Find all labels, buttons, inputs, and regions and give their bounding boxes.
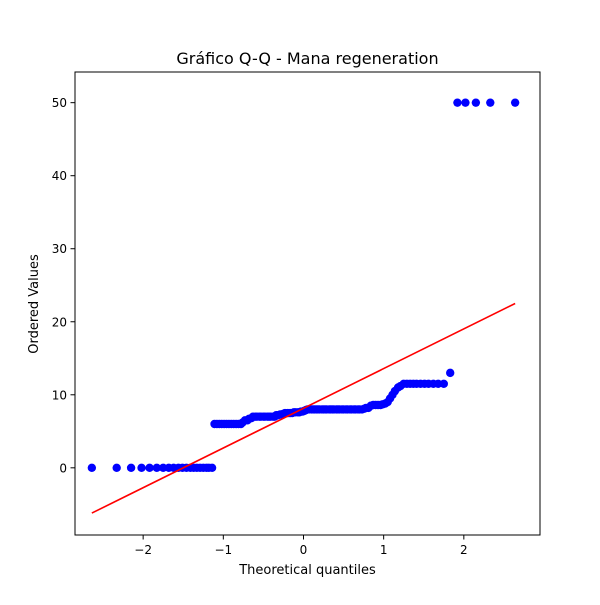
data-point [87, 463, 97, 473]
y-tick-label: 10 [52, 388, 67, 402]
x-tick-label: 0 [300, 543, 308, 557]
x-tick-label: 2 [460, 543, 468, 557]
data-point [510, 98, 520, 107]
data-point [453, 98, 462, 107]
data-point [126, 463, 136, 473]
data-point [152, 463, 161, 473]
plot-area [87, 98, 520, 514]
data-point [446, 368, 455, 378]
y-tick-label: 50 [52, 96, 67, 110]
y-tick-label: 40 [52, 169, 67, 183]
x-axis-ticks: −2 −1 0 1 2 [134, 535, 468, 557]
x-tick-label: −2 [134, 543, 152, 557]
data-point [461, 98, 470, 107]
data-point [486, 98, 495, 107]
x-tick-label: 1 [380, 543, 388, 557]
y-tick-label: 0 [59, 461, 67, 475]
data-point [137, 463, 146, 473]
y-tick-label: 20 [52, 315, 67, 329]
data-point [471, 98, 481, 107]
data-point [207, 463, 217, 473]
data-point [145, 463, 154, 473]
y-axis-ticks: 0 10 20 30 40 50 [52, 96, 75, 475]
data-point [439, 379, 448, 389]
x-axis-label: Theoretical quantiles [238, 563, 376, 578]
axes-frame [74, 71, 541, 536]
y-axis-label: Ordered Values [27, 254, 42, 354]
fit-line [91, 302, 516, 514]
chart-title: Gráfico Q-Q - Mana regeneration [176, 49, 438, 68]
x-tick-label: −1 [214, 543, 232, 557]
data-point [112, 463, 121, 473]
y-tick-label: 30 [52, 242, 67, 256]
